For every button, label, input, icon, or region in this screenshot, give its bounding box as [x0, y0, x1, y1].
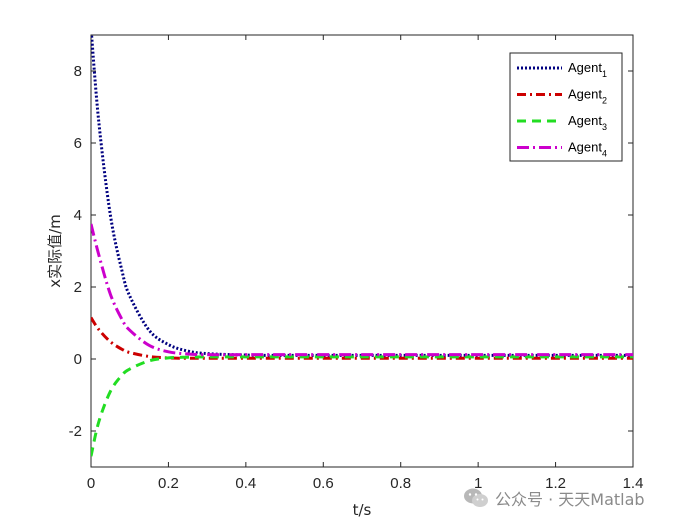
legend-label-agent-3: Agent3	[568, 113, 607, 132]
y-axis: -2 0 2 4 6 8	[69, 63, 633, 440]
y-tick-label: 2	[74, 279, 82, 296]
x-tick-label: 0.4	[235, 475, 256, 492]
legend-label-agent-2: Agent2	[568, 87, 607, 106]
y-axis-label: x实际值/m	[46, 214, 64, 288]
x-tick-label: 0.6	[313, 475, 334, 492]
series-line-agent-1	[91, 35, 633, 357]
series-line-agent-4	[91, 223, 633, 357]
x-axis-label: t/s	[353, 501, 372, 519]
series-line-agent-3	[91, 355, 633, 457]
y-tick-label: 0	[74, 351, 82, 368]
watermark: 公众号 · 天天Matlab	[463, 485, 645, 511]
y-tick-label: 4	[74, 207, 82, 224]
watermark-text: 公众号 · 天天Matlab	[495, 490, 645, 509]
x-tick-label: 0	[87, 475, 95, 492]
x-tick-label: 1.2	[545, 475, 566, 492]
y-tick-label: 6	[74, 135, 82, 152]
series-layer	[91, 35, 633, 457]
legend-label-agent-1: Agent1	[568, 60, 607, 79]
y-tick-label: 8	[74, 63, 82, 80]
wechat-icon	[464, 488, 488, 507]
x-tick-label: 1.4	[623, 475, 644, 492]
x-tick-label: 0.2	[158, 475, 179, 492]
legend-label-agent-4: Agent4	[568, 140, 607, 159]
x-tick-label: 1	[474, 475, 482, 492]
legend-box	[509, 52, 623, 162]
legend: Agent1 Agent2 Agent3 Agent4	[509, 52, 623, 162]
x-tick-label: 0.8	[390, 475, 411, 492]
y-tick-label: -2	[69, 423, 82, 440]
x-axis: 0 0.2 0.4 0.6 0.8 1 1.2 1.4	[87, 35, 644, 492]
